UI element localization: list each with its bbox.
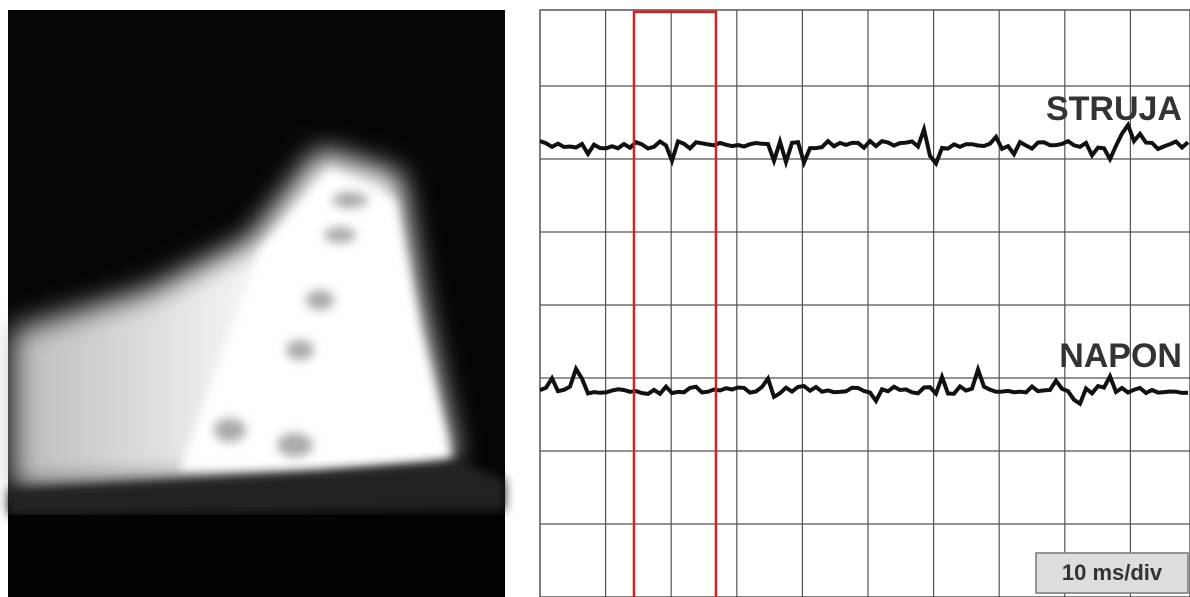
voltage-label: NAPON <box>1059 337 1182 375</box>
figure: STRUJA NAPON 10 ms/div <box>0 0 1190 597</box>
timebase-label: 10 ms/div <box>1062 560 1163 585</box>
current-label: STRUJA <box>1046 90 1182 128</box>
page: STRUJA NAPON 10 ms/div (() => { const da… <box>0 0 1190 597</box>
arc-photo <box>8 10 505 597</box>
